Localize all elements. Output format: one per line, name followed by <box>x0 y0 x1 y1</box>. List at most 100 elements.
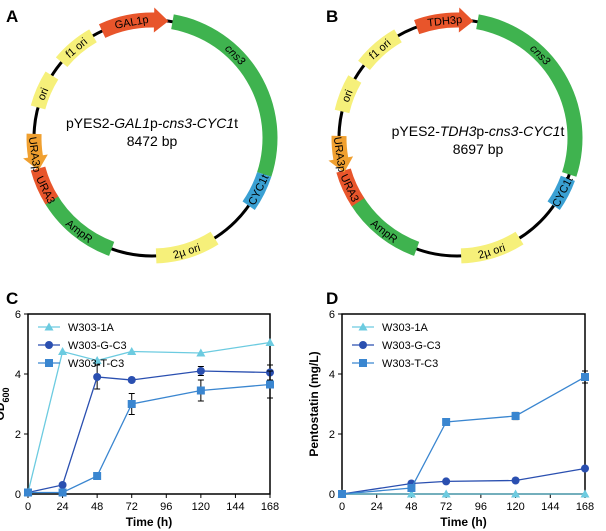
x-tick-label: 0 <box>25 501 31 513</box>
segment-ura3-b: URA3 <box>336 168 365 207</box>
data-point <box>266 380 274 389</box>
segment-ampr-b: AmpR <box>350 196 420 256</box>
y-tick-label: 0 <box>329 489 335 501</box>
data-point <box>58 481 67 489</box>
segment-shape <box>30 166 59 205</box>
x-tick-label: 24 <box>56 501 68 513</box>
segment-ampr-a: AmpR <box>43 193 115 256</box>
data-point <box>265 338 275 346</box>
plot-frame <box>341 313 586 495</box>
segment-shape <box>414 7 474 35</box>
segment-f1ori-b: f1 ori <box>358 29 402 70</box>
segment-shape <box>350 196 420 256</box>
segment-shape <box>547 175 575 210</box>
legend-label: W303-T-C3 <box>382 358 438 370</box>
segment-shape <box>476 14 583 177</box>
x-tick-label: 72 <box>126 501 138 513</box>
segment-ori-a: ori <box>30 71 59 110</box>
segment-2ori-b: 2µ ori <box>460 231 524 264</box>
data-point <box>581 373 589 381</box>
data-point <box>196 348 206 357</box>
x-tick-label: 96 <box>160 501 172 513</box>
x-tick-label: 168 <box>261 501 279 513</box>
x-tick-label: 0 <box>339 501 345 513</box>
segment-gal1p-a: GAL1p <box>98 7 169 38</box>
series-w303-t-c3 <box>24 370 274 497</box>
legend-entry: W303-T-C3 <box>38 358 124 370</box>
panel-letter-a: A <box>6 7 18 26</box>
data-point <box>58 488 67 497</box>
plasmid-size-b: 8697 bp <box>453 141 504 157</box>
data-point <box>511 489 521 498</box>
x-tick-label: 168 <box>576 501 594 513</box>
y-tick-label: 4 <box>329 369 335 381</box>
x-tick-label: 48 <box>405 501 417 513</box>
plasmid-name-b: pYES2-TDH3p-cns3-CYC1t <box>392 123 565 139</box>
data-point <box>406 489 416 498</box>
series-w303-t-c3 <box>338 370 589 498</box>
segment-label: URA3p <box>26 136 43 173</box>
segment-label: 2µ ori <box>172 242 202 262</box>
data-point <box>441 489 451 498</box>
y-tick-label: 2 <box>329 429 335 441</box>
y-tick-label: 0 <box>15 489 21 501</box>
segment-shape <box>30 71 59 110</box>
legend-label: W303-1A <box>382 322 429 334</box>
segment-shape <box>328 135 354 173</box>
series-line <box>341 376 586 495</box>
y-axis-label: OD600 <box>0 387 11 420</box>
segment-shape <box>55 29 97 67</box>
data-point <box>196 386 205 395</box>
data-point <box>93 472 102 480</box>
legend-entry: W303-G-C3 <box>352 340 441 352</box>
data-point <box>442 477 451 486</box>
x-tick-label: 144 <box>541 501 559 513</box>
data-point <box>580 489 590 498</box>
segment-shape <box>460 231 524 264</box>
data-point <box>127 376 136 384</box>
x-tick-label: 48 <box>91 501 103 513</box>
y-tick-label: 6 <box>329 309 335 321</box>
data-point <box>442 418 451 426</box>
data-point <box>338 490 346 498</box>
legend-label: W303-1A <box>68 322 115 334</box>
legend-entry: W303-1A <box>38 322 115 334</box>
segment-shape <box>242 172 272 210</box>
data-point <box>24 488 32 497</box>
legend-label: W303-T-C3 <box>68 358 124 370</box>
plasmid-map-b: pYES2-TDH3p-cns3-CYC1t 8697 bp TDH3pcns3… <box>328 7 583 264</box>
y-tick-label: 4 <box>15 369 21 381</box>
x-tick-label: 72 <box>440 501 452 513</box>
legend-label: W303-G-C3 <box>68 340 127 352</box>
segment-label: ori <box>340 88 356 104</box>
data-point <box>511 412 520 420</box>
series-w303-g-c3 <box>338 464 589 498</box>
plasmid-size-a: 8472 bp <box>127 133 178 149</box>
data-point <box>44 322 54 331</box>
data-point <box>359 359 367 367</box>
plasmid-map-a: pYES2-GAL1p-cns3-CYC1t 8472 bp GAL1p cns3… <box>23 7 278 264</box>
segment-2ori-a: 2µ ori <box>155 231 219 264</box>
series-w303-g-c3 <box>24 364 274 497</box>
data-point <box>58 347 68 355</box>
segment-cyc1t-a: CYC1t <box>242 172 272 210</box>
series-line <box>341 467 586 495</box>
plasmid-name-a: pYES2-GAL1p-cns3-CYC1t <box>66 115 238 131</box>
legend-entry: W303-T-C3 <box>352 358 438 370</box>
segment-ura3p-a: URA3p <box>23 133 48 173</box>
y-tick-label: 2 <box>15 429 21 441</box>
series-line <box>27 370 271 494</box>
panel-letter-c: C <box>6 289 18 308</box>
segment-ura3p-b: URA3p <box>328 135 354 173</box>
segment-label: TDH3p <box>427 14 463 30</box>
plot-frame <box>27 313 271 495</box>
series-w303-1a <box>23 338 275 496</box>
data-point <box>45 341 53 349</box>
panel-letter-b: B <box>326 7 338 26</box>
data-point <box>127 400 136 408</box>
segment-ura3-a: URA3 <box>30 166 59 206</box>
segment-shape <box>336 168 365 207</box>
data-point <box>511 476 520 485</box>
